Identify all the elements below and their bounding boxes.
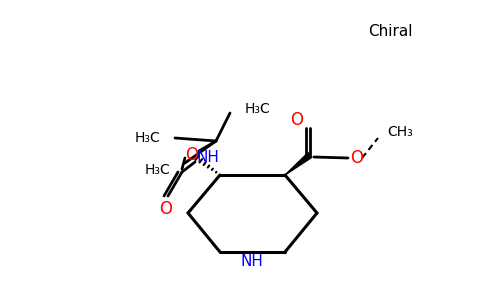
Text: O: O [160,200,172,218]
Text: O: O [290,111,303,129]
Text: H₃C: H₃C [134,131,160,145]
Text: NH: NH [241,254,263,269]
Text: O: O [350,149,363,167]
Text: NH: NH [197,151,220,166]
Text: H₃C: H₃C [144,163,170,177]
Polygon shape [285,153,312,175]
Text: Chiral: Chiral [368,25,412,40]
Text: O: O [185,146,198,164]
Text: H₃C: H₃C [245,102,271,116]
Text: CH₃: CH₃ [387,125,413,139]
